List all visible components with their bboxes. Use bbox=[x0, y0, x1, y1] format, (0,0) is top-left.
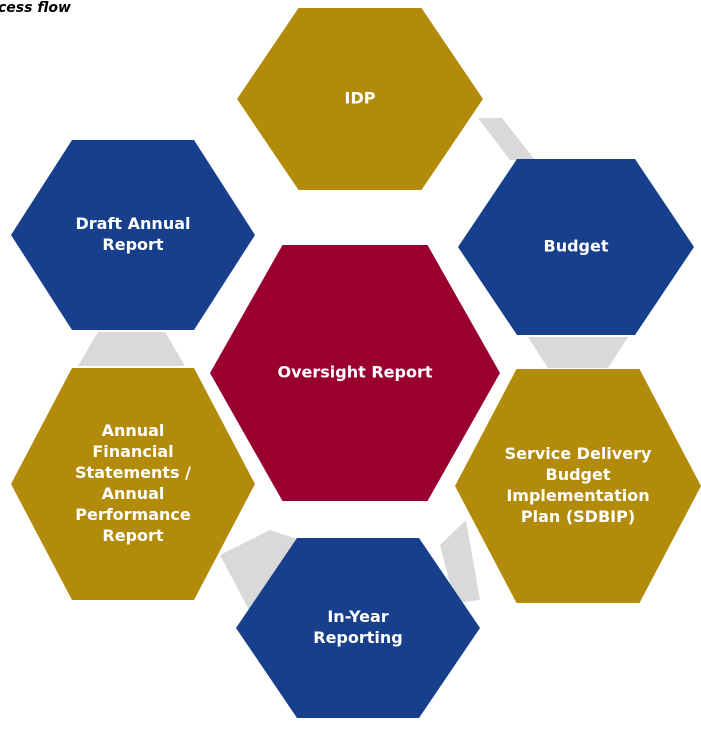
connector bbox=[478, 118, 535, 160]
hexagon bbox=[11, 368, 255, 600]
hexagon bbox=[455, 369, 701, 603]
hexagon bbox=[210, 245, 500, 501]
hexagon bbox=[458, 159, 694, 335]
node-label: In-Year bbox=[327, 607, 388, 626]
hexagon bbox=[11, 140, 255, 330]
connector bbox=[78, 332, 185, 366]
node-label: Report bbox=[102, 235, 164, 254]
connectors bbox=[78, 118, 628, 612]
node-label: Statements / bbox=[75, 463, 191, 482]
node-label: IDP bbox=[345, 89, 376, 108]
node-label: Draft Annual bbox=[76, 214, 191, 233]
node-label: Budget bbox=[544, 237, 609, 256]
node-label: Plan (SDBIP) bbox=[521, 507, 635, 526]
hexagon bbox=[236, 538, 480, 718]
node-label: Oversight Report bbox=[278, 363, 433, 382]
node-label: Performance bbox=[75, 505, 191, 524]
node-label: Annual bbox=[102, 421, 165, 440]
node-label: Service Delivery bbox=[505, 444, 652, 463]
title: cess flow bbox=[0, 0, 71, 16]
connector bbox=[220, 530, 300, 612]
hexagon bbox=[237, 8, 483, 190]
node-label: Report bbox=[102, 526, 164, 545]
connector bbox=[440, 520, 480, 603]
node-label: Financial bbox=[92, 442, 173, 461]
node-label: Reporting bbox=[313, 628, 402, 647]
node-label: Implementation bbox=[506, 486, 649, 505]
node-label: Budget bbox=[546, 465, 611, 484]
node-label: Annual bbox=[102, 484, 165, 503]
connector bbox=[528, 337, 628, 368]
